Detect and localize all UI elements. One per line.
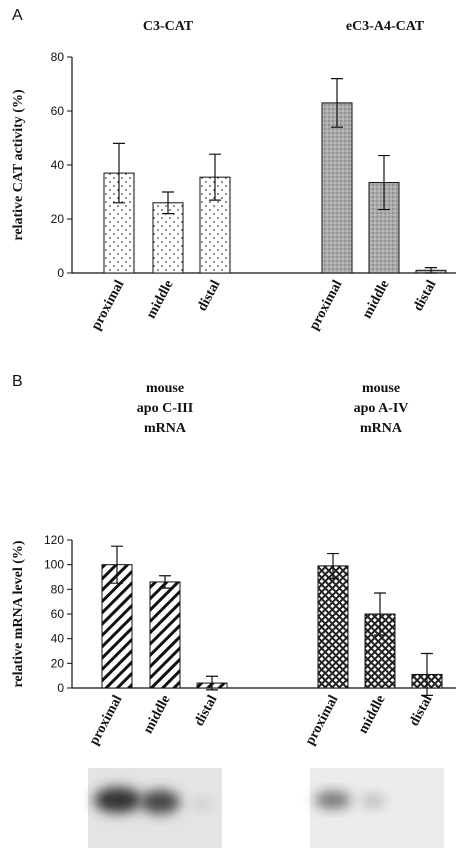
error-bar bbox=[374, 592, 386, 636]
error-bar bbox=[162, 191, 174, 215]
bar bbox=[101, 564, 133, 689]
y-tick-label: 20 bbox=[51, 656, 65, 670]
error-bar bbox=[111, 545, 123, 584]
group-title: C3-CAT bbox=[143, 19, 194, 34]
y-tick-label: 0 bbox=[57, 266, 64, 280]
y-tick-label: 60 bbox=[51, 104, 65, 118]
x-tick-label: distal bbox=[411, 278, 440, 314]
error-bar bbox=[209, 153, 221, 201]
y-axis-label: relative CAT activity (%) bbox=[11, 89, 26, 241]
y-tick-label: 40 bbox=[51, 632, 65, 646]
x-tick-label: middle bbox=[144, 278, 177, 321]
error-bar bbox=[113, 142, 125, 204]
error-bar bbox=[421, 652, 433, 696]
x-tick-label: distal bbox=[407, 693, 436, 729]
error-bar bbox=[331, 78, 343, 128]
y-tick-label: 80 bbox=[51, 582, 65, 596]
y-tick-label: 120 bbox=[44, 533, 64, 547]
error-bar bbox=[159, 575, 171, 589]
x-tick-label: proximal bbox=[87, 693, 126, 748]
error-bar bbox=[206, 675, 218, 691]
error-bar bbox=[425, 267, 437, 274]
bar bbox=[321, 102, 353, 274]
y-tick-label: 80 bbox=[51, 50, 65, 64]
bar bbox=[149, 581, 181, 689]
blot-left bbox=[88, 768, 222, 848]
group-title: mRNA bbox=[144, 421, 187, 436]
blot-right bbox=[310, 768, 444, 848]
y-tick-label: 60 bbox=[51, 607, 65, 621]
group-title: mouse bbox=[362, 381, 400, 396]
x-tick-label: proximal bbox=[89, 278, 128, 333]
x-tick-label: middle bbox=[356, 693, 389, 736]
x-tick-label: middle bbox=[141, 693, 174, 736]
panel-label: A bbox=[12, 7, 23, 24]
x-tick-label: proximal bbox=[303, 693, 342, 748]
bar bbox=[317, 565, 349, 689]
group-title: eC3-A4-CAT bbox=[346, 19, 425, 34]
error-bar bbox=[378, 154, 390, 211]
y-tick-label: 0 bbox=[57, 681, 64, 695]
group-title: apo A-IV bbox=[354, 401, 409, 416]
x-tick-label: distal bbox=[192, 693, 221, 729]
error-bar bbox=[327, 552, 339, 579]
y-tick-label: 40 bbox=[51, 158, 65, 172]
y-axis-label: relative mRNA level (%) bbox=[11, 540, 26, 687]
bar bbox=[152, 202, 184, 274]
group-title: mouse bbox=[146, 381, 184, 396]
x-tick-label: proximal bbox=[307, 278, 346, 333]
x-tick-label: distal bbox=[195, 278, 224, 314]
x-tick-label: middle bbox=[360, 278, 393, 321]
group-title: apo C-III bbox=[137, 401, 193, 416]
y-tick-label: 100 bbox=[44, 558, 64, 572]
bar bbox=[103, 172, 135, 274]
group-title: mRNA bbox=[360, 421, 403, 436]
y-tick-label: 20 bbox=[51, 212, 65, 226]
panel-label: B bbox=[12, 373, 23, 390]
